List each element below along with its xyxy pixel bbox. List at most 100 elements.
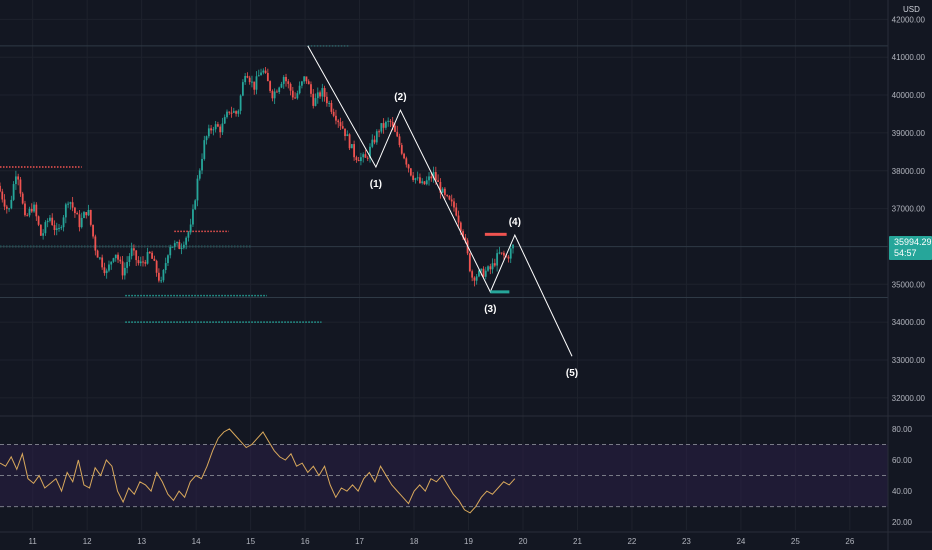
candle-body	[0, 185, 1, 192]
candle-body	[360, 157, 362, 162]
candle-body	[307, 81, 310, 85]
candle-body	[446, 194, 449, 196]
candle-body	[314, 98, 317, 106]
candle-body	[507, 256, 510, 259]
candle-body	[459, 222, 462, 232]
candle-body	[74, 207, 76, 214]
candle-body	[114, 254, 117, 259]
candle-body	[373, 139, 376, 143]
x-tick-label: 19	[464, 537, 473, 546]
candle-body	[148, 252, 151, 254]
candle-body	[428, 176, 430, 181]
candle-body	[251, 81, 253, 83]
candle-body	[176, 241, 178, 244]
candle-body	[142, 261, 144, 263]
candle-body	[155, 260, 158, 273]
candle-body	[262, 70, 265, 73]
candle-body	[5, 206, 8, 209]
candle-body	[210, 128, 213, 131]
candle-body	[246, 76, 249, 78]
candle-body	[332, 111, 335, 116]
candle-body	[394, 125, 396, 132]
candle-body	[269, 81, 272, 91]
candle-body	[432, 172, 435, 179]
y-tick-label: 32000.00	[892, 394, 926, 403]
candle-body	[169, 247, 172, 256]
candle-body	[8, 208, 10, 210]
candle-body	[139, 261, 142, 264]
candle-body	[391, 122, 394, 126]
candle-body	[128, 256, 131, 263]
candle-body	[276, 91, 278, 93]
candle-body	[189, 224, 192, 233]
candle-body	[214, 124, 217, 130]
candle-body	[266, 72, 269, 82]
candle-body	[398, 136, 401, 146]
candle-body	[462, 231, 464, 238]
candle-body	[407, 164, 410, 169]
candle-body	[241, 82, 244, 96]
candle-body	[239, 95, 242, 111]
candle-body	[69, 202, 72, 204]
candle-body	[441, 188, 444, 193]
candle-body	[76, 213, 79, 215]
candle-body	[164, 263, 167, 271]
candle-body	[96, 250, 99, 258]
candle-body	[187, 232, 190, 238]
last-price-badge[interactable]: 35994.29 54:57	[889, 236, 932, 260]
candle-body	[439, 181, 442, 193]
y-tick-label: 38000.00	[892, 167, 926, 176]
wave-markers	[484, 232, 510, 294]
x-tick-label: 18	[410, 537, 419, 546]
candle-body	[78, 214, 81, 228]
candle-body	[437, 180, 439, 182]
candle-body	[412, 175, 415, 180]
rsi-tick-label: 20.00	[892, 518, 913, 527]
wave-path	[307, 45, 573, 357]
candle-body	[26, 215, 29, 217]
candle-body	[280, 83, 283, 88]
candle-body	[294, 97, 296, 99]
candle-body	[282, 76, 285, 84]
candle-body	[468, 253, 471, 272]
candle-body	[130, 248, 133, 257]
candle-body	[198, 170, 201, 179]
x-tick-label: 23	[682, 537, 691, 546]
candle-body	[255, 76, 258, 90]
candle-body	[55, 228, 58, 231]
candle-body	[496, 253, 499, 266]
candle-body	[83, 212, 85, 218]
candle-body	[353, 144, 356, 158]
x-tick-label: 13	[137, 537, 146, 546]
price-axis[interactable]: 42000.00 41000.00 40000.00 39000.00 38000.00…	[887, 0, 926, 550]
candle-body	[387, 120, 390, 122]
candle-body	[101, 257, 104, 268]
wave-label: (5)	[566, 368, 578, 379]
candle-body	[212, 129, 215, 131]
rsi-line	[0, 428, 516, 514]
time-axis[interactable]: 11 12 13 14 15 16 17 18 19 20 21 22 23 24 25 26	[0, 531, 932, 546]
x-tick-label: 12	[83, 537, 92, 546]
candle-body	[144, 262, 147, 264]
candle-body	[425, 180, 428, 185]
bar-countdown: 54:57	[894, 248, 917, 258]
candle-body	[162, 270, 165, 281]
candle-body	[260, 72, 262, 76]
candle-body	[421, 181, 424, 184]
candle-body	[167, 255, 169, 264]
candle-body	[3, 199, 6, 207]
candle-body	[232, 111, 235, 113]
candle-body	[49, 217, 51, 221]
candle-body	[478, 270, 480, 277]
candle-body	[512, 244, 514, 249]
candle-body	[237, 110, 240, 114]
candle-body	[51, 217, 54, 226]
candle-body	[1, 191, 4, 200]
candle-body	[480, 268, 483, 271]
candle-body	[291, 90, 294, 98]
candle-body	[348, 134, 351, 149]
candle-body	[207, 128, 210, 137]
candle-body	[319, 92, 321, 97]
candle-body	[382, 123, 385, 128]
